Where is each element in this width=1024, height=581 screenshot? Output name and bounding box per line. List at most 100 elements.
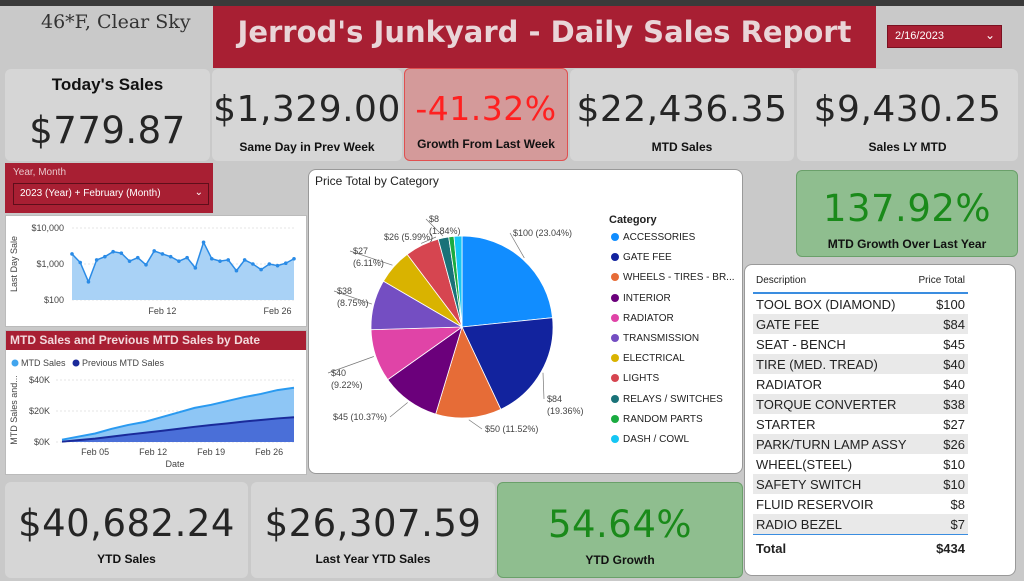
data-label: $40 — [331, 368, 346, 378]
x-tick-label: Feb 12 — [139, 447, 167, 457]
chevron-down-icon[interactable]: ⌄ — [984, 28, 995, 42]
label-leader — [509, 232, 525, 259]
pie-slice — [453, 235, 463, 328]
data-point — [152, 249, 157, 253]
prev-week-value: $1,329.00 — [213, 89, 401, 130]
legend-item[interactable]: INTERIOR — [611, 293, 671, 304]
legend-label: ACCESSORIES — [623, 232, 696, 243]
legend-item[interactable]: ACCESSORIES — [611, 232, 695, 243]
series-line — [61, 386, 295, 441]
chevron-down-icon[interactable]: ⌄ — [194, 187, 203, 198]
table-row[interactable]: SEAT - BENCH $45 — [753, 334, 968, 354]
total-label: Total — [753, 534, 914, 558]
legend-label: MTD Sales — [21, 358, 66, 368]
total-value: $434 — [913, 534, 968, 558]
table-row[interactable]: FLUID RESERVOIR $8 — [753, 494, 968, 514]
data-point — [193, 266, 198, 270]
table-row[interactable]: SAFETY SWITCH $10 — [753, 474, 968, 494]
legend-label: TRANSMISSION — [623, 333, 700, 344]
table-row[interactable]: RADIATOR $40 — [753, 374, 968, 394]
prev-week-label: Same Day in Prev Week — [239, 140, 375, 154]
col-price-total[interactable]: Price Total — [913, 273, 968, 294]
top-strip — [0, 0, 1024, 6]
legend-dot — [611, 354, 619, 363]
ly-mtd-card: $9,430.25 Sales LY MTD — [797, 69, 1018, 161]
legend-item[interactable]: LIGHTS — [611, 373, 659, 384]
legend-dot — [611, 273, 619, 282]
cell-description: RADIO BEZEL — [753, 514, 914, 535]
legend-dot — [611, 394, 619, 403]
legend-label: RELAYS / SWITCHES — [623, 393, 723, 405]
prev-week-card: $1,329.00 Same Day in Prev Week — [212, 69, 402, 161]
table-row[interactable]: WHEEL(STEEL) $10 — [753, 454, 968, 474]
legend-label: RANDOM PARTS — [623, 413, 703, 425]
date-dropdown[interactable]: 2/16/2023 ⌄ — [887, 25, 1002, 48]
legend-item[interactable]: DASH / COWL — [611, 434, 689, 445]
slicer-dropdown[interactable]: 2023 (Year) + February (Month) ⌄ — [13, 183, 209, 205]
cell-description: SAFETY SWITCH — [753, 474, 914, 494]
mtd-chart-panel: MTD Sales and Previous MTD Sales by Date… — [5, 330, 307, 475]
legend-item[interactable]: TRANSMISSION — [611, 333, 699, 344]
data-label: (9.22%) — [331, 380, 363, 390]
legend-item[interactable]: WHEELS - TIRES - BR... — [611, 272, 735, 283]
today-sales-title: Today's Sales — [51, 75, 164, 94]
cell-price: $26 — [913, 434, 968, 454]
legend-label: Previous MTD Sales — [82, 358, 165, 368]
table-row[interactable]: PARK/TURN LAMP ASSY $26 — [753, 434, 968, 454]
y-axis-label: MTD Sales and... — [9, 375, 19, 445]
data-label: $84 — [547, 394, 562, 404]
legend-dot — [11, 359, 19, 367]
table-row[interactable]: TORQUE CONVERTER $38 — [753, 394, 968, 414]
mtd-sales-value: $22,436.35 — [576, 89, 788, 130]
x-axis-label: Date — [165, 459, 184, 469]
legend-item[interactable]: ELECTRICAL — [611, 353, 685, 364]
table-row[interactable]: TIRE (MED. TREAD) $40 — [753, 354, 968, 374]
data-point — [242, 258, 247, 262]
table-row[interactable]: TOOL BOX (DIAMOND) $100 — [753, 293, 968, 314]
weather-text: 46*F, Clear Sky — [41, 11, 191, 33]
data-label: $26 (5.99%) — [384, 232, 433, 242]
cell-price: $8 — [950, 496, 965, 512]
growth-week-card: -41.32% Growth From Last Week — [404, 68, 568, 161]
legend-item[interactable]: RANDOM PARTS — [611, 414, 703, 425]
legend-item[interactable]: GATE FEE — [611, 252, 672, 263]
table-row[interactable]: GATE FEE $84 — [753, 314, 968, 334]
table-row[interactable]: RADIO BEZEL $7 — [753, 514, 968, 535]
series-line — [61, 416, 295, 443]
legend-label: GATE FEE — [623, 252, 672, 264]
cell-price: $38 — [913, 394, 968, 414]
data-point — [119, 251, 124, 255]
y-tick-label: $0K — [34, 437, 50, 447]
mtd-chart-title: MTD Sales and Previous MTD Sales by Date — [6, 331, 306, 350]
legend-item[interactable]: RADIATOR — [611, 313, 674, 324]
data-point — [218, 259, 222, 263]
legend-dot — [611, 414, 619, 423]
legend-item[interactable]: RELAYS / SWITCHES — [611, 394, 723, 405]
label-leader — [333, 290, 372, 305]
data-point — [94, 258, 99, 262]
total-row: Total $434 — [753, 534, 968, 558]
col-price-total-label: Price Total — [918, 275, 965, 286]
col-description[interactable]: Description — [753, 273, 914, 294]
data-label: (8.75%) — [337, 298, 369, 308]
series-line — [71, 240, 295, 284]
pie-slice — [461, 235, 553, 328]
mtd-growth-value: 137.92% — [822, 187, 992, 230]
data-point — [127, 259, 132, 263]
y-tick-label: $10,000 — [31, 223, 64, 233]
table-row[interactable]: STARTER $27 — [753, 414, 968, 434]
data-label: (6.11%) — [353, 258, 384, 268]
cell-price: $84 — [913, 314, 968, 334]
ly-mtd-label: Sales LY MTD — [868, 140, 947, 154]
label-leader — [425, 218, 444, 237]
ly-ytd-card: $26,307.59 Last Year YTD Sales — [251, 482, 495, 578]
cell-description: PARK/TURN LAMP ASSY — [753, 434, 914, 454]
cell-description: SEAT - BENCH — [756, 336, 846, 352]
growth-week-label: Growth From Last Week — [417, 137, 555, 151]
ly-mtd-value: $9,430.25 — [813, 89, 1002, 130]
legend-dot — [611, 253, 619, 262]
data-point — [135, 255, 140, 260]
cell-description: WHEEL(STEEL) — [756, 456, 853, 472]
x-tick-label: Feb 26 — [255, 447, 283, 457]
data-point — [111, 249, 115, 254]
